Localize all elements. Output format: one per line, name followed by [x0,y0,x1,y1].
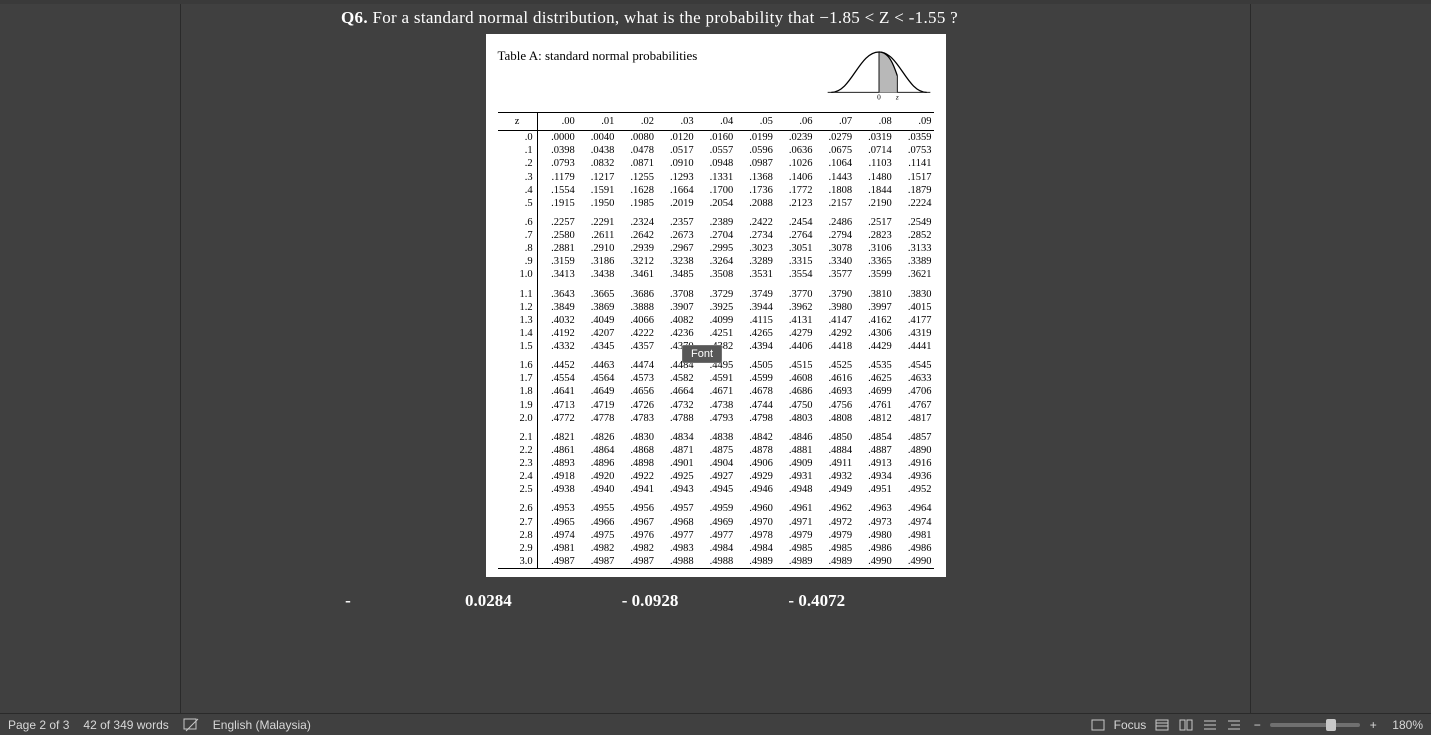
answer-option[interactable]: - 0.0928 [622,591,679,611]
language-status[interactable]: English (Malaysia) [213,718,311,732]
col-header: .03 [656,113,696,131]
table-row: 2.4.4918.4920.4922.4925.4927.4929.4931.4… [498,470,934,483]
col-header: .08 [854,113,894,131]
zoom-slider-thumb[interactable] [1326,719,1336,731]
table-row: .0.0000.0040.0080.0120.0160.0199.0239.02… [498,131,934,145]
col-header: .00 [537,113,577,131]
table-row: 2.6.4953.4955.4956.4957.4959.4960.4961.4… [498,496,934,515]
zoom-slider[interactable] [1270,723,1360,727]
table-row: 2.1.4821.4826.4830.4834.4838.4842.4846.4… [498,425,934,444]
table-row: .1.0398.0438.0478.0517.0557.0596.0636.06… [498,144,934,157]
col-header: .04 [696,113,736,131]
spellcheck-icon[interactable] [183,718,199,732]
table-row: 2.2.4861.4864.4868.4871.4875.4878.4881.4… [498,444,934,457]
table-row: .5.1915.1950.1985.2019.2054.2088.2123.21… [498,197,934,210]
question-body: For a standard normal distribution, what… [372,8,958,27]
table-row: 1.0.3413.3438.3461.3485.3508.3531.3554.3… [498,268,934,281]
table-row: 3.0.4987.4987.4987.4988.4988.4989.4989.4… [498,555,934,569]
outline-view-icon[interactable] [1226,718,1242,732]
page-number-status[interactable]: Page 2 of 3 [8,718,69,732]
table-row: 2.0.4772.4778.4783.4788.4793.4798.4803.4… [498,412,934,425]
z-table-figure: Table A: standard normal probabilities 0… [486,34,946,577]
table-row: 2.8.4974.4975.4976.4977.4977.4978.4979.4… [498,529,934,542]
web-layout-icon[interactable] [1202,718,1218,732]
zoom-percent[interactable]: 180% [1392,718,1423,732]
table-row: .6.2257.2291.2324.2357.2389.2422.2454.24… [498,210,934,229]
zoom-control[interactable]: − + 180% [1250,718,1423,732]
z-col-header: z [498,113,538,131]
table-row: .4.1554.1591.1628.1664.1700.1736.1772.18… [498,184,934,197]
table-row: .2.0793.0832.0871.0910.0948.0987.1026.10… [498,157,934,170]
table-row: .8.2881.2910.2939.2967.2995.3023.3051.30… [498,242,934,255]
answer-option[interactable]: 0.0284 [465,591,512,611]
svg-text:z: z [894,93,898,102]
status-bar[interactable]: Page 2 of 3 42 of 349 words English (Mal… [0,713,1431,735]
col-header: .05 [735,113,775,131]
question-text[interactable]: Q6. For a standard normal distribution, … [181,4,1250,34]
table-row: .3.1179.1217.1255.1293.1331.1368.1406.14… [498,171,934,184]
z-table: z.00.01.02.03.04.05.06.07.08.09 .0.0000.… [498,112,934,569]
margin-guide-right [1250,4,1431,713]
table-row: 1.7.4554.4564.4573.4582.4591.4599.4608.4… [498,372,934,385]
document-canvas[interactable]: Q6. For a standard normal distribution, … [0,4,1431,713]
focus-mode-label[interactable]: Focus [1114,718,1147,732]
col-header: .07 [815,113,855,131]
table-row: 1.3.4032.4049.4066.4082.4099.4115.4131.4… [498,314,934,327]
table-row: 1.1.3643.3665.3686.3708.3729.3749.3770.3… [498,282,934,301]
svg-text:0: 0 [877,93,881,102]
margin-guide-left [0,4,181,713]
col-header: .02 [616,113,656,131]
table-row: 1.2.3849.3869.3888.3907.3925.3944.3962.3… [498,301,934,314]
table-row: 1.4.4192.4207.4222.4236.4251.4265.4279.4… [498,327,934,340]
answer-option[interactable]: - 0.4072 [788,591,845,611]
figure-title: Table A: standard normal probabilities [498,44,698,64]
font-tooltip: Font [682,345,722,363]
answer-options[interactable]: - 0.0284 - 0.0928 - 0.4072 [181,577,1250,611]
table-row: 2.5.4938.4940.4941.4943.4945.4946.4948.4… [498,483,934,496]
table-row: 1.8.4641.4649.4656.4664.4671.4678.4686.4… [498,385,934,398]
table-row: 2.3.4893.4896.4898.4901.4904.4906.4909.4… [498,457,934,470]
focus-mode-icon[interactable] [1090,718,1106,732]
col-header: .01 [577,113,617,131]
col-header: .09 [894,113,934,131]
bell-curve-icon: 0 z [824,44,934,104]
table-row: 1.9.4713.4719.4726.4732.4738.4744.4750.4… [498,399,934,412]
read-mode-icon[interactable] [1178,718,1194,732]
word-count-status[interactable]: 42 of 349 words [83,718,168,732]
zoom-out-button[interactable]: − [1250,718,1264,732]
table-row: 2.9.4981.4982.4982.4983.4984.4984.4985.4… [498,542,934,555]
view-controls: Focus [1090,718,1243,732]
question-label: Q6. [341,8,368,27]
print-layout-icon[interactable] [1154,718,1170,732]
answer-bullet: - [341,591,355,611]
zoom-in-button[interactable]: + [1366,718,1380,732]
table-row: 2.7.4965.4966.4967.4968.4969.4970.4971.4… [498,516,934,529]
col-header: .06 [775,113,815,131]
table-row: .7.2580.2611.2642.2673.2704.2734.2764.27… [498,229,934,242]
table-row: .9.3159.3186.3212.3238.3264.3289.3315.33… [498,255,934,268]
